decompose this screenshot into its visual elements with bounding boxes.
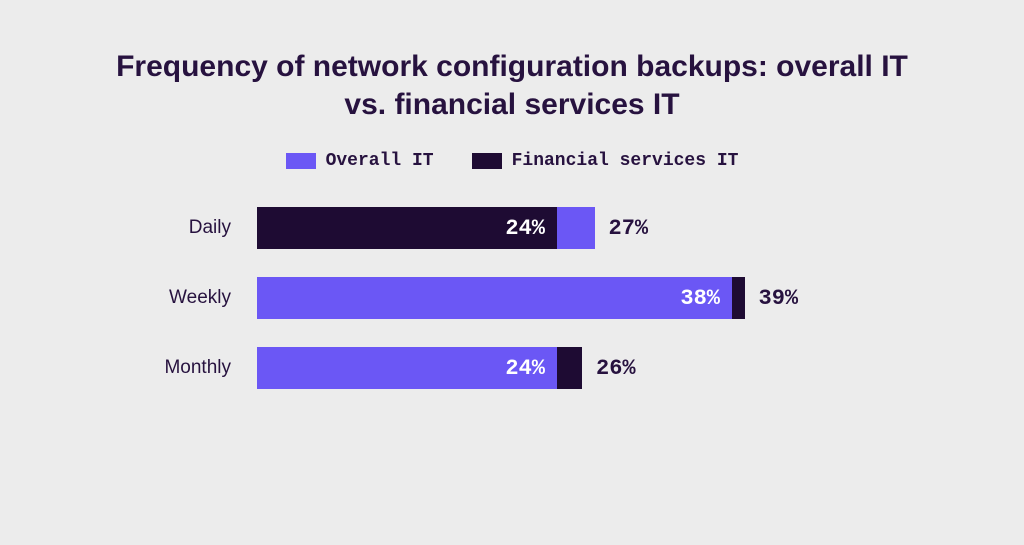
bar-value-outer: 39% — [745, 277, 799, 319]
chart-row-weekly: Weekly 38%39% — [127, 277, 897, 319]
category-label: Weekly — [127, 287, 257, 309]
legend-label-overall-it: Overall IT — [326, 151, 434, 171]
chart-title: Frequency of network configuration backu… — [102, 48, 922, 123]
bar-track: 24%26% — [257, 347, 582, 389]
legend-label-financial-services-it: Financial services IT — [512, 151, 739, 171]
category-label: Daily — [127, 217, 257, 239]
bar-chart: Daily 24%27% Weekly 38%39% Monthly 24%26… — [127, 207, 897, 389]
legend-swatch-financial-services-it — [472, 153, 502, 169]
bar-front: 24% — [257, 347, 557, 389]
bar-value-outer: 27% — [595, 207, 649, 249]
legend: Overall IT Financial services IT — [0, 151, 1024, 171]
category-label: Monthly — [127, 357, 257, 379]
bar-value-outer: 26% — [582, 347, 636, 389]
legend-swatch-overall-it — [286, 153, 316, 169]
legend-item-overall-it: Overall IT — [286, 151, 434, 171]
bar-track: 38%39% — [257, 277, 745, 319]
chart-canvas: Frequency of network configuration backu… — [0, 0, 1024, 545]
bar-front: 24% — [257, 207, 557, 249]
bar-track: 24%27% — [257, 207, 595, 249]
chart-row-monthly: Monthly 24%26% — [127, 347, 897, 389]
bar-front: 38% — [257, 277, 732, 319]
legend-item-financial-services-it: Financial services IT — [472, 151, 739, 171]
chart-row-daily: Daily 24%27% — [127, 207, 897, 249]
